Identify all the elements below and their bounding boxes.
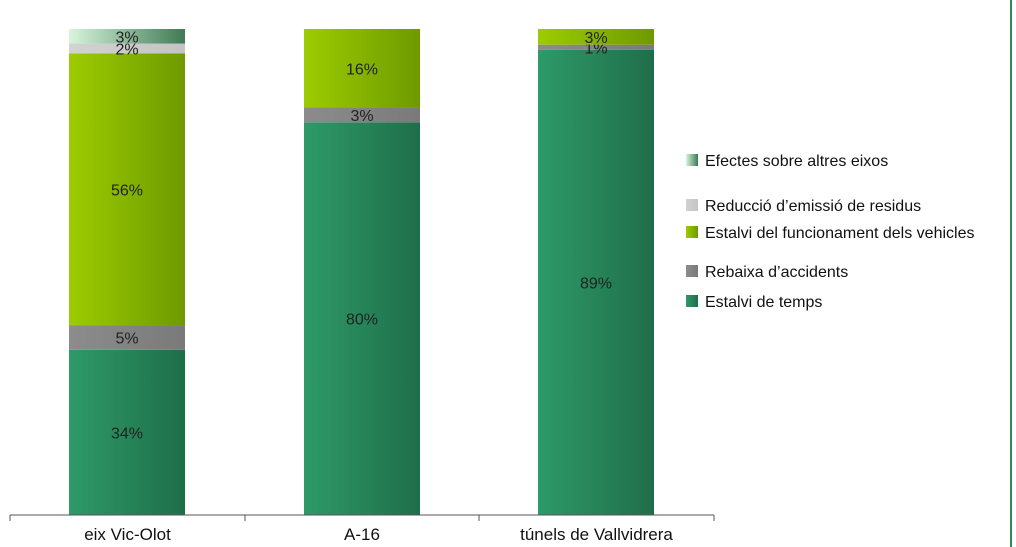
legend-label-residus: Reducció d’emissió de residus	[705, 198, 921, 215]
legend: Efectes sobre altres eixos Reducció d’emi…	[686, 153, 974, 311]
data-label: 34%	[111, 425, 143, 442]
legend-swatch-vehicles	[686, 226, 698, 238]
right-border-rule	[1010, 0, 1012, 547]
category-label: eix Vic-Olot	[84, 525, 171, 544]
legend-label-temps: Estalvi de temps	[705, 294, 822, 311]
bar-segment-temps	[69, 349, 185, 515]
data-label: 5%	[115, 331, 138, 348]
category-label: A-16	[344, 525, 380, 544]
category-labels: eix Vic-Olot A-16 túnels de Vallvidrera	[84, 525, 673, 544]
bar-segment-temps	[304, 122, 420, 515]
legend-label-accidents: Rebaixa d’accidents	[705, 264, 848, 281]
legend-label-altres: Efectes sobre altres eixos	[705, 153, 888, 170]
data-label: 2%	[115, 41, 138, 58]
legend-swatch-temps	[686, 295, 698, 307]
data-label: 56%	[111, 182, 143, 199]
data-label: 3%	[115, 29, 138, 46]
bar-segment-vehicles	[538, 29, 654, 45]
category-label: túnels de Vallvidrera	[520, 525, 673, 544]
legend-label-vehicles: Estalvi del funcionament dels vehicles	[705, 225, 974, 242]
bar-segment-accidents	[69, 325, 185, 350]
bar-segment-vehicles	[304, 29, 420, 108]
data-label: 80%	[346, 312, 378, 329]
bar-segment-vehicles	[69, 53, 185, 326]
bar-segment-residus	[69, 43, 185, 54]
bar-segment-altres	[69, 29, 185, 44]
data-label: 3%	[584, 30, 607, 47]
data-label: 89%	[580, 275, 612, 292]
legend-swatch-residus	[686, 199, 698, 211]
bar-segment-accidents	[304, 107, 420, 123]
data-label: 16%	[346, 61, 378, 78]
legend-swatch-altres	[686, 154, 698, 166]
data-label: 3%	[350, 108, 373, 125]
bar-segment-temps	[538, 49, 654, 515]
bars-group: 34%5%56%2%3%80%3%16%89%1%3%	[69, 29, 654, 515]
x-axis	[9, 514, 715, 521]
legend-swatch-accidents	[686, 265, 698, 277]
bar-segment-accidents	[538, 44, 654, 50]
